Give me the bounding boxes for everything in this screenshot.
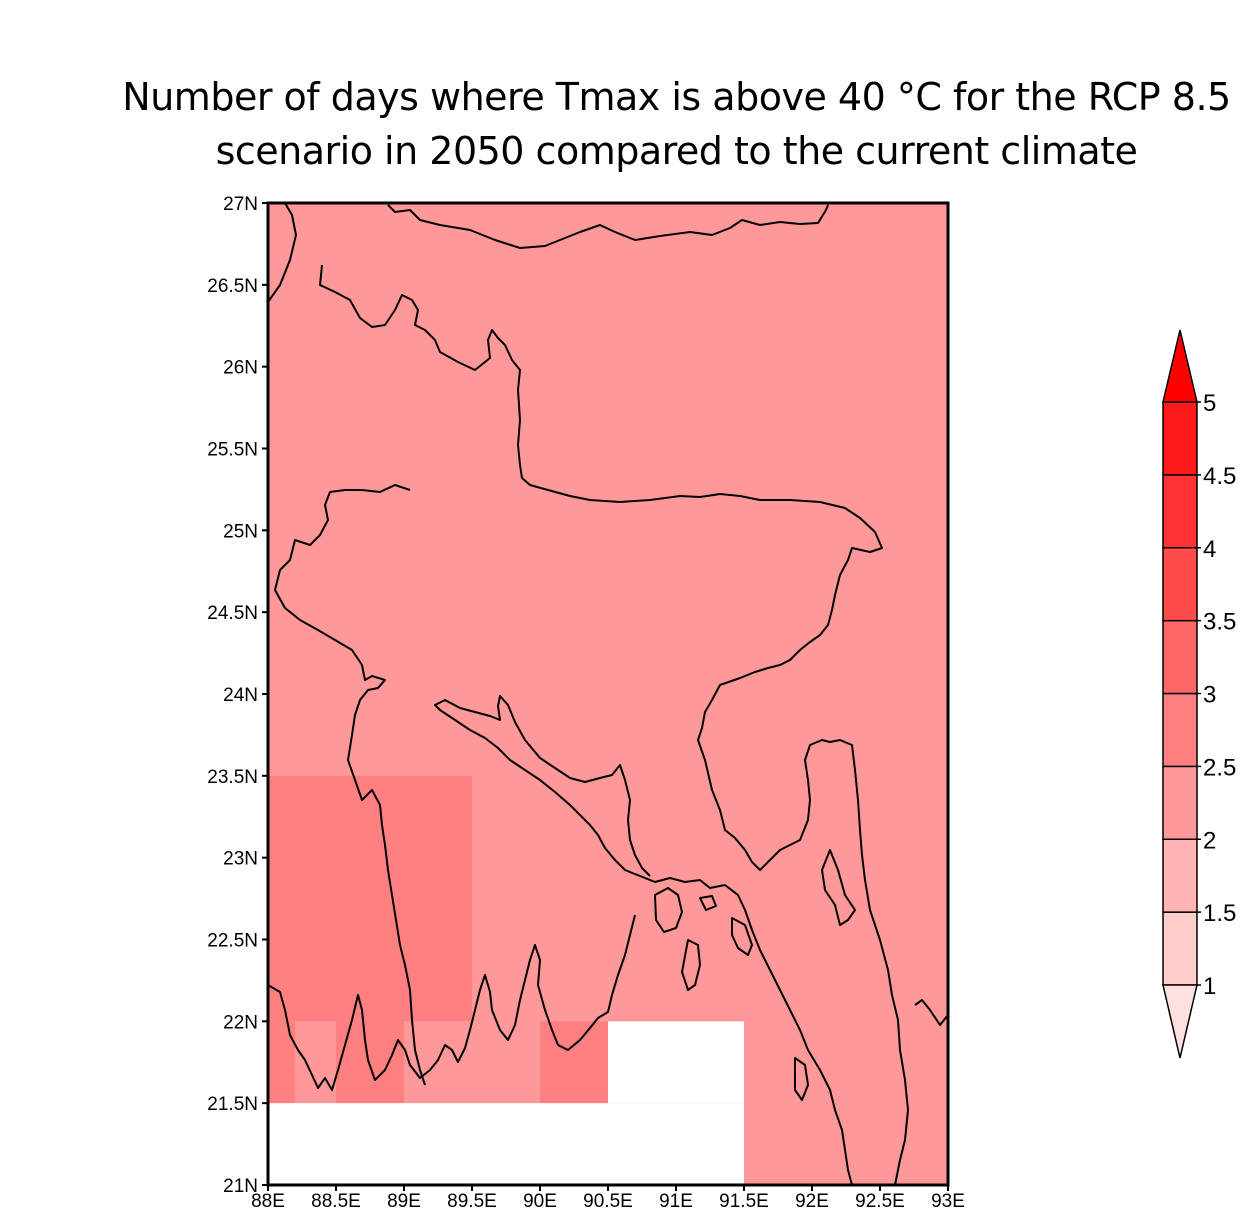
x-tick-label: 93E	[931, 1191, 965, 1212]
y-tick-label: 21N	[223, 1176, 258, 1197]
y-tick-label: 26.5N	[207, 276, 258, 297]
cell-3	[336, 1021, 404, 1104]
colorbar-extend-low	[1162, 984, 1198, 1059]
island-3	[731, 917, 753, 956]
colorbar-label: 5	[1203, 390, 1216, 417]
colorbar-segment	[1162, 619, 1198, 695]
coastline-west	[274, 484, 426, 1086]
y-tick-label: 27N	[223, 194, 258, 215]
colorbar-segment	[1162, 474, 1198, 549]
colorbar-segment	[1162, 765, 1198, 840]
colorbar-label: 1.5	[1203, 900, 1236, 927]
colorbar-label: 2.5	[1203, 754, 1236, 781]
colorbar-segment	[1162, 692, 1198, 768]
x-tick-label: 92E	[795, 1191, 829, 1212]
x-tick-label: 90.5E	[583, 1191, 633, 1212]
y-tick-label: 24.5N	[207, 603, 258, 624]
x-tick-label: 90E	[523, 1191, 557, 1212]
island-6	[821, 849, 856, 926]
map-axes: 21N 21.5N 22N 22.5N 23N 23.5N 24N 24.5N 25N 25.5N…	[207, 194, 965, 1212]
colorbar-extend-high	[1162, 329, 1198, 403]
cell-1	[268, 1021, 296, 1104]
colorbar-label: 1	[1203, 973, 1216, 1000]
y-tick-label: 24N	[223, 685, 258, 706]
colorbar-label: 3.5	[1203, 609, 1236, 636]
x-tick-label: 89.5E	[447, 1191, 497, 1212]
cell-4	[404, 1021, 540, 1104]
map-title: Number of days where Tmax is above 40 °C…	[60, 70, 1253, 178]
island-5	[794, 1057, 809, 1101]
coastline-delta	[267, 914, 636, 1091]
x-tick-label: 91E	[659, 1191, 693, 1212]
cell-7	[608, 1021, 744, 1104]
data-cells	[268, 203, 948, 1185]
cell-6	[268, 1103, 744, 1185]
coastline-east	[914, 999, 949, 1026]
coastline	[267, 202, 949, 1186]
y-tick-label: 21.5N	[207, 1094, 258, 1115]
island-4	[681, 939, 701, 991]
x-tick-label: 88.5E	[311, 1191, 361, 1212]
colorbar-segment	[1162, 911, 1198, 986]
x-tick-label: 89E	[387, 1191, 421, 1212]
colorbar-label: 2	[1203, 827, 1216, 854]
coastline-bangladesh	[319, 264, 909, 1186]
cell-5	[540, 1021, 608, 1104]
x-tick-label: 92.5E	[855, 1191, 905, 1212]
colorbar-segment	[1162, 547, 1198, 622]
island-1	[654, 887, 683, 933]
x-tick-label: 88E	[251, 1191, 285, 1212]
coastline-north	[267, 202, 829, 303]
island-2	[699, 895, 717, 911]
cell-0	[268, 775, 472, 1022]
colorbar: 1 1.5 2 2.5 3 3.5 4 4.5 5	[1162, 329, 1236, 1059]
x-tick-label: 91.5E	[719, 1191, 769, 1212]
y-tick-label: 23.5N	[207, 767, 258, 788]
colorbar-label: 4	[1203, 536, 1216, 563]
colorbar-label: 3	[1203, 682, 1216, 709]
title-line-2: scenario in 2050 compared to the current…	[215, 129, 1138, 173]
y-tick-label: 25N	[223, 521, 258, 542]
colorbar-label: 4.5	[1203, 463, 1236, 490]
colorbar-segment	[1162, 838, 1198, 913]
colorbar-segment	[1162, 401, 1198, 476]
y-tick-label: 25.5N	[207, 440, 258, 461]
title-line-1: Number of days where Tmax is above 40 °C…	[122, 75, 1231, 119]
y-tick-label: 22.5N	[207, 931, 258, 952]
y-tick-label: 23N	[223, 849, 258, 870]
y-tick-label: 26N	[223, 358, 258, 379]
y-tick-label: 22N	[223, 1012, 258, 1033]
